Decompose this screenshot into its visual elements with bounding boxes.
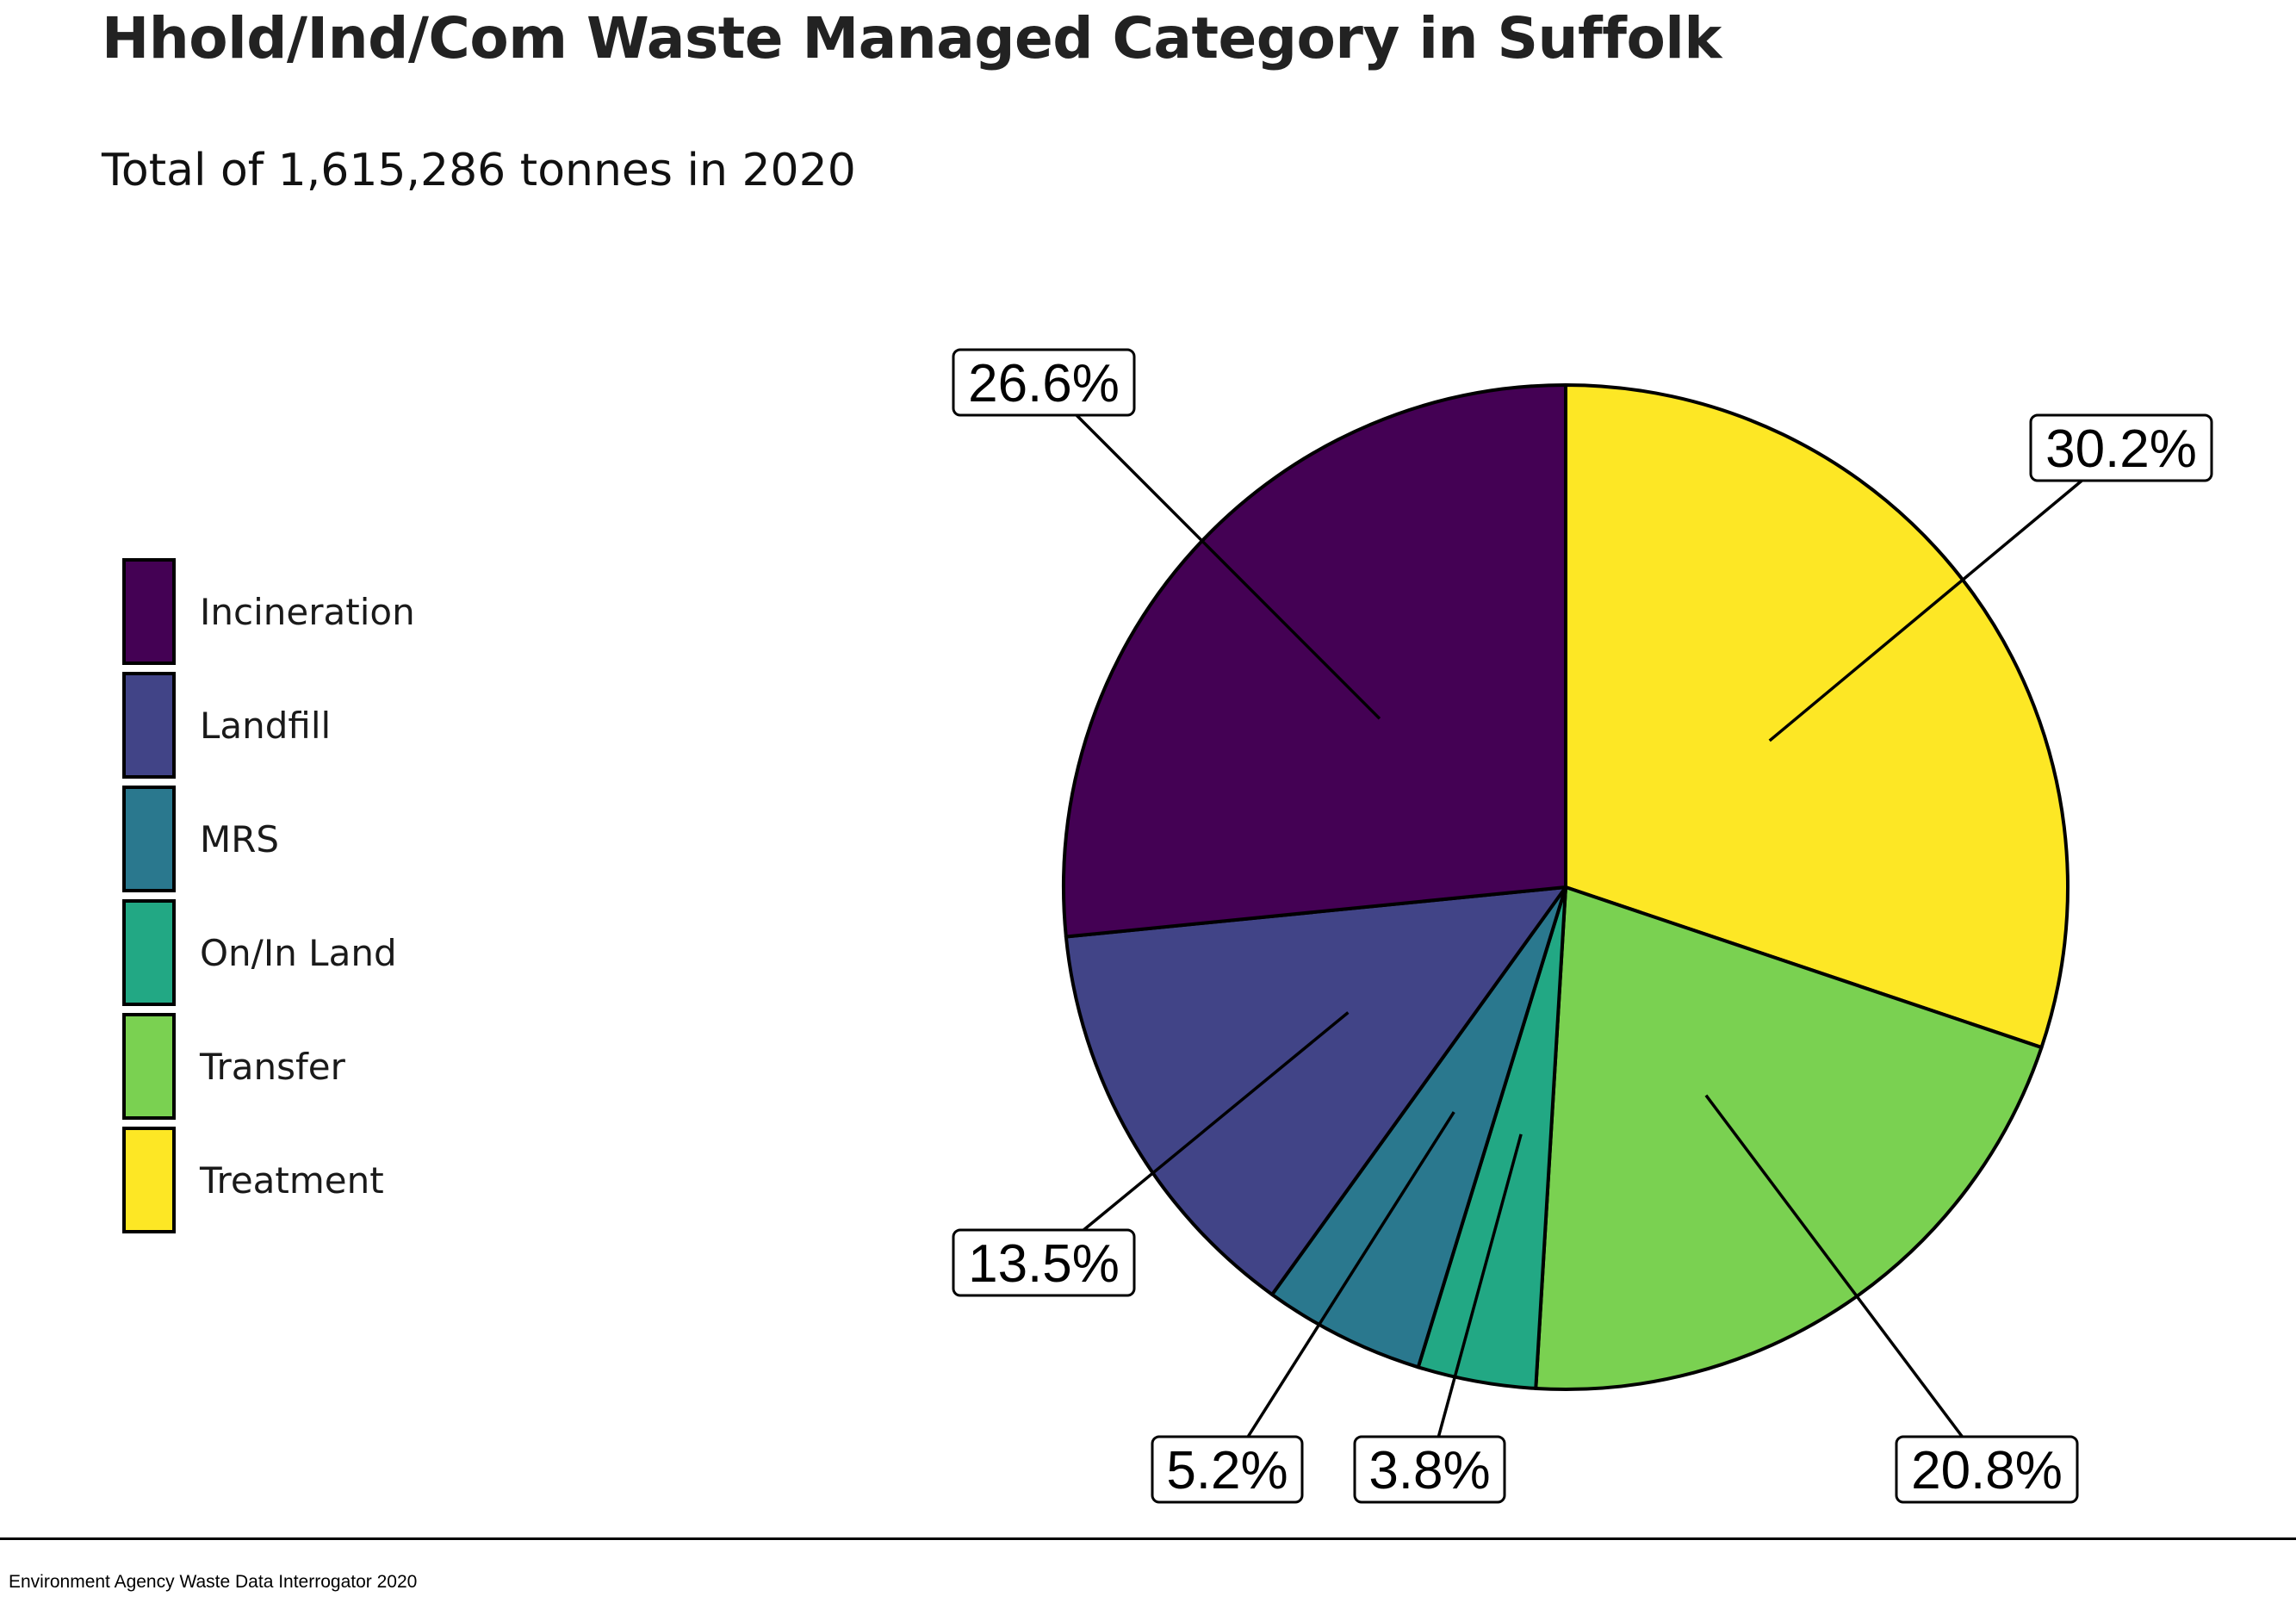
data-label: 5.2% xyxy=(1151,1435,1304,1504)
data-label: 13.5% xyxy=(952,1228,1136,1297)
slice-treatment xyxy=(1564,383,2070,1050)
legend-label: MRS xyxy=(200,818,280,860)
data-label-box xyxy=(1151,1435,1304,1504)
data-label-text: 30.2% xyxy=(2045,419,2197,479)
data-label-text: 3.8% xyxy=(1368,1441,1490,1500)
slice-incineration xyxy=(1062,383,1567,939)
legend-swatch xyxy=(122,1013,176,1120)
slice-landfill xyxy=(1064,885,1567,1296)
legend-label: Incineration xyxy=(200,591,415,633)
data-label-box xyxy=(2029,413,2213,482)
data-label-text: 20.8% xyxy=(1911,1441,2063,1500)
leader-line xyxy=(1437,1134,1523,1438)
data-label-box xyxy=(952,1228,1136,1297)
legend-label: Transfer xyxy=(200,1046,345,1088)
source-caption: Environment Agency Waste Data Interrogat… xyxy=(9,1572,418,1592)
footer-divider xyxy=(0,1537,2296,1540)
leader-line xyxy=(1704,1094,1964,1438)
data-label: 26.6% xyxy=(952,348,1136,417)
legend-label: Landfill xyxy=(200,705,332,747)
leader-line xyxy=(1075,413,1381,720)
data-label-text: 13.5% xyxy=(968,1234,1120,1294)
leader-line xyxy=(1768,479,2083,742)
legend-swatch xyxy=(122,672,176,779)
data-label: 30.2% xyxy=(2029,413,2213,482)
data-label-text: 5.2% xyxy=(1166,1441,1288,1500)
legend-label: Treatment xyxy=(200,1159,384,1202)
leader-line xyxy=(1246,1111,1455,1438)
data-label: 20.8% xyxy=(1895,1435,2079,1504)
data-label-box xyxy=(1895,1435,2079,1504)
data-label: 3.8% xyxy=(1353,1435,1506,1504)
slice-transfer xyxy=(1534,885,2044,1391)
slice-mrs xyxy=(1270,885,1567,1370)
chart-title: Hhold/Ind/Com Waste Managed Category in … xyxy=(102,5,1722,71)
legend-swatch xyxy=(122,558,176,665)
legend-swatch xyxy=(122,786,176,892)
legend-swatch xyxy=(122,1127,176,1233)
data-label-box xyxy=(1353,1435,1506,1504)
legend-label: On/In Land xyxy=(200,932,397,974)
data-label-box xyxy=(952,348,1136,417)
chart-subtitle: Total of 1,615,286 tonnes in 2020 xyxy=(102,145,856,196)
legend-swatch xyxy=(122,899,176,1006)
leader-line xyxy=(1083,1011,1350,1232)
data-label-text: 26.6% xyxy=(968,354,1120,413)
